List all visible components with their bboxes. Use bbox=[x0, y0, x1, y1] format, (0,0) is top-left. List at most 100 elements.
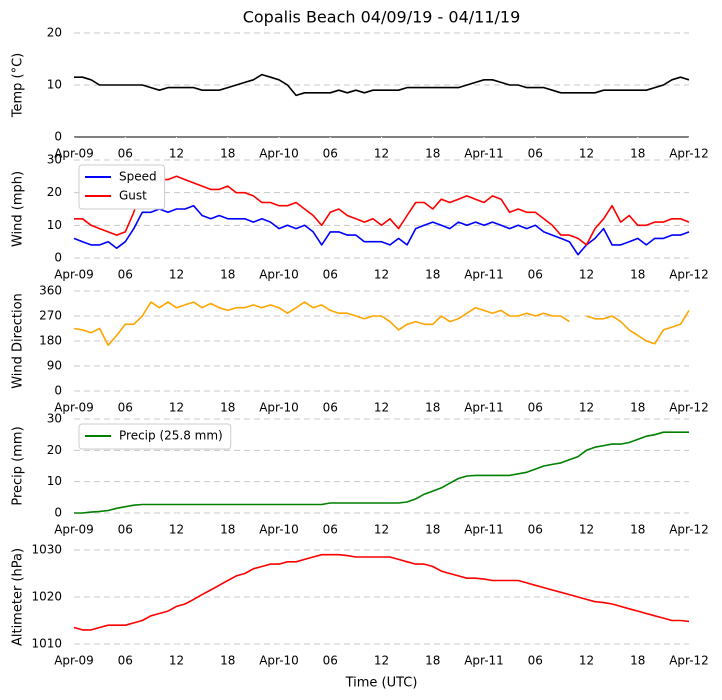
legend-label: Precip (25.8 mm) bbox=[119, 429, 223, 443]
x-tick-label: Apr-10 bbox=[259, 147, 299, 161]
x-axis-label: Time (UTC) bbox=[345, 676, 418, 691]
x-tick-label: 12 bbox=[374, 401, 389, 415]
y-tick-label: 0 bbox=[54, 130, 62, 144]
x-tick-label: 06 bbox=[528, 147, 543, 161]
x-tick-label: 18 bbox=[425, 401, 440, 415]
x-tick-label: 18 bbox=[630, 654, 645, 668]
x-tick-label: 12 bbox=[169, 147, 184, 161]
x-tick-label: Apr-11 bbox=[464, 523, 504, 537]
x-tick-label: 18 bbox=[220, 147, 235, 161]
y-tick-label: 10 bbox=[47, 78, 62, 92]
y-tick-label: 0 bbox=[54, 506, 62, 520]
y-tick-label: 0 bbox=[54, 251, 62, 265]
x-tick-label: 06 bbox=[323, 268, 338, 282]
y-axis-label: Precip (mm) bbox=[11, 426, 26, 505]
data-line bbox=[73, 204, 690, 256]
x-tick-label: Apr-10 bbox=[259, 523, 299, 537]
x-tick-label: Apr-12 bbox=[669, 523, 709, 537]
x-tick-label: 06 bbox=[528, 268, 543, 282]
x-tick-label: 06 bbox=[323, 147, 338, 161]
data-line bbox=[73, 301, 690, 346]
x-tick-label: 06 bbox=[323, 523, 338, 537]
y-tick-label: 1010 bbox=[31, 637, 62, 651]
x-tick-label: 12 bbox=[579, 654, 594, 668]
y-tick-label: 20 bbox=[47, 26, 62, 40]
x-tick-label: 12 bbox=[169, 401, 184, 415]
y-tick-label: 180 bbox=[39, 334, 62, 348]
x-tick-label: 06 bbox=[528, 401, 543, 415]
x-tick-label: 18 bbox=[630, 523, 645, 537]
x-tick-label: 12 bbox=[579, 523, 594, 537]
x-tick-label: Apr-12 bbox=[669, 654, 709, 668]
legend: Precip (25.8 mm) bbox=[78, 423, 232, 450]
x-tick-label: Apr-12 bbox=[669, 147, 709, 161]
x-tick-label: 06 bbox=[528, 654, 543, 668]
data-line bbox=[73, 553, 690, 631]
y-tick-label: 20 bbox=[47, 443, 62, 457]
y-tick-label: 30 bbox=[47, 153, 62, 167]
y-tick-label: 10 bbox=[47, 218, 62, 232]
data-line bbox=[74, 431, 689, 514]
x-tick-label: 18 bbox=[425, 523, 440, 537]
x-tick-label: Apr-09 bbox=[54, 654, 94, 668]
x-tick-label: 18 bbox=[425, 147, 440, 161]
y-tick-label: 20 bbox=[47, 185, 62, 199]
x-tick-label: 18 bbox=[630, 147, 645, 161]
x-tick-label: 18 bbox=[220, 401, 235, 415]
x-tick-label: Apr-11 bbox=[464, 147, 504, 161]
x-tick-label: 18 bbox=[630, 268, 645, 282]
y-axis-label: Temp (°C) bbox=[11, 53, 26, 119]
x-tick-label: 12 bbox=[374, 654, 389, 668]
y-tick-label: 10 bbox=[47, 474, 62, 488]
y-tick-label: 360 bbox=[39, 284, 62, 298]
x-tick-label: 12 bbox=[579, 401, 594, 415]
y-tick-label: 90 bbox=[47, 359, 62, 373]
x-tick-label: 06 bbox=[118, 401, 133, 415]
x-tick-label: 18 bbox=[425, 654, 440, 668]
legend-box bbox=[78, 423, 232, 450]
x-tick-label: Apr-12 bbox=[669, 401, 709, 415]
x-tick-label: 12 bbox=[374, 147, 389, 161]
y-tick-label: 1020 bbox=[31, 590, 62, 604]
x-tick-label: 12 bbox=[169, 268, 184, 282]
x-tick-label: 12 bbox=[169, 523, 184, 537]
x-tick-label: 18 bbox=[220, 523, 235, 537]
x-tick-label: 18 bbox=[630, 401, 645, 415]
x-tick-label: 12 bbox=[579, 147, 594, 161]
x-tick-label: Apr-11 bbox=[464, 654, 504, 668]
y-tick-label: 270 bbox=[39, 309, 62, 323]
x-tick-label: 12 bbox=[169, 654, 184, 668]
y-tick-label: 1030 bbox=[31, 543, 62, 557]
x-tick-label: 06 bbox=[118, 147, 133, 161]
y-tick-label: 0 bbox=[54, 384, 62, 398]
x-tick-label: 12 bbox=[374, 268, 389, 282]
x-tick-label: 06 bbox=[528, 523, 543, 537]
y-axis-label: Altimeter (hPa) bbox=[11, 548, 26, 646]
legend-label: Speed bbox=[119, 170, 157, 184]
x-tick-label: 06 bbox=[118, 268, 133, 282]
x-tick-label: 12 bbox=[374, 523, 389, 537]
data-line bbox=[74, 73, 690, 97]
x-tick-label: 18 bbox=[425, 268, 440, 282]
x-tick-label: Apr-09 bbox=[54, 268, 94, 282]
x-tick-label: 18 bbox=[220, 268, 235, 282]
x-tick-label: 06 bbox=[323, 654, 338, 668]
y-axis-label: Wind (mph) bbox=[11, 171, 26, 247]
x-tick-label: Apr-12 bbox=[669, 268, 709, 282]
x-tick-label: Apr-10 bbox=[259, 268, 299, 282]
data-line bbox=[74, 175, 690, 246]
x-tick-label: 06 bbox=[323, 401, 338, 415]
x-tick-label: 06 bbox=[118, 523, 133, 537]
legend: Speed Gust bbox=[78, 164, 166, 210]
x-tick-label: 06 bbox=[118, 654, 133, 668]
x-tick-label: Apr-11 bbox=[464, 401, 504, 415]
x-tick-label: Apr-11 bbox=[464, 268, 504, 282]
x-tick-label: Apr-09 bbox=[54, 523, 94, 537]
x-tick-label: Apr-09 bbox=[54, 401, 94, 415]
y-axis-label: Wind Direction bbox=[11, 293, 26, 389]
chart-title: Copalis Beach 04/09/19 - 04/11/19 bbox=[243, 8, 521, 27]
x-tick-label: 18 bbox=[220, 654, 235, 668]
x-tick-label: Apr-10 bbox=[259, 654, 299, 668]
x-tick-label: Apr-09 bbox=[54, 147, 94, 161]
